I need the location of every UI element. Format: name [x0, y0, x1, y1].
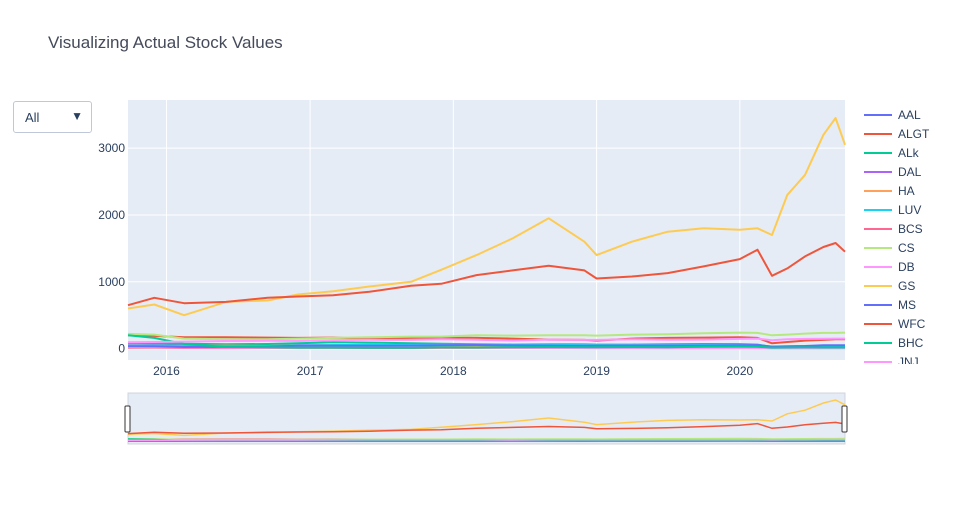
range-slider[interactable]: [127, 392, 846, 445]
range-slider-right-handle[interactable]: [841, 405, 848, 433]
legend-item-wfc[interactable]: WFC: [864, 317, 926, 331]
x-tick-label: 2018: [440, 364, 467, 378]
series-line-gs: [127, 117, 846, 317]
legend-label: WFC: [898, 317, 926, 331]
slider-series-wfc: [127, 421, 846, 435]
x-tick-label: 2016: [153, 364, 180, 378]
legend-label: LUV: [898, 203, 921, 217]
legend: AAL ALGT ALk DAL HA LUV BCS CS DB GS MS WFC BHC JNJ: [864, 108, 930, 369]
y-tick-label: 3000: [98, 141, 125, 155]
legend-item-luv[interactable]: LUV: [864, 203, 921, 217]
dropdown-selected-value: All: [25, 110, 40, 125]
legend-label: ALGT: [898, 127, 930, 141]
legend-item-cs[interactable]: CS: [864, 241, 915, 255]
legend-label: BCS: [898, 222, 923, 236]
y-tick-label: 0: [118, 342, 125, 356]
series-filter-dropdown[interactable]: All ▼: [13, 101, 92, 133]
chevron-down-icon: ▼: [71, 109, 83, 123]
legend-label: CS: [898, 241, 915, 255]
legend-item-bhc[interactable]: BHC: [864, 336, 924, 350]
legend-item-jnj[interactable]: JNJ: [864, 355, 919, 369]
legend-label: BHC: [898, 336, 924, 350]
y-tick-label: 1000: [98, 275, 125, 289]
legend-label: DAL: [898, 165, 922, 179]
series-line-cs: [127, 331, 846, 341]
series-line-bhc: [127, 334, 845, 349]
legend-item-db[interactable]: DB: [864, 260, 915, 274]
range-slider-left-handle[interactable]: [124, 405, 131, 433]
legend-label: JNJ: [898, 355, 919, 369]
legend-label: HA: [898, 184, 915, 198]
chart-title: Visualizing Actual Stock Values: [48, 33, 283, 52]
legend-item-alk[interactable]: ALk: [864, 146, 920, 160]
legend-item-ha[interactable]: HA: [864, 184, 915, 198]
legend-item-dal[interactable]: DAL: [864, 165, 922, 179]
x-tick-label: 2017: [297, 364, 324, 378]
legend-item-gs[interactable]: GS: [864, 279, 915, 293]
legend-label: AAL: [898, 108, 921, 122]
legend-item-bcs[interactable]: BCS: [864, 222, 923, 236]
slider-series-jnj: [127, 438, 845, 442]
legend-item-ms[interactable]: MS: [864, 298, 916, 312]
slider-series-bhc: [127, 438, 845, 442]
series-line-wfc: [127, 242, 846, 307]
x-tick-label: 2019: [583, 364, 610, 378]
legend-item-aal[interactable]: AAL: [864, 108, 921, 122]
legend-item-algt[interactable]: ALGT: [864, 127, 930, 141]
legend-label: ALk: [898, 146, 920, 160]
series-line-jnj: [127, 337, 845, 344]
y-tick-label: 2000: [98, 208, 125, 222]
legend-label: GS: [898, 279, 915, 293]
x-tick-label: 2020: [726, 364, 753, 378]
legend-label: MS: [898, 298, 916, 312]
legend-label: DB: [898, 260, 915, 274]
